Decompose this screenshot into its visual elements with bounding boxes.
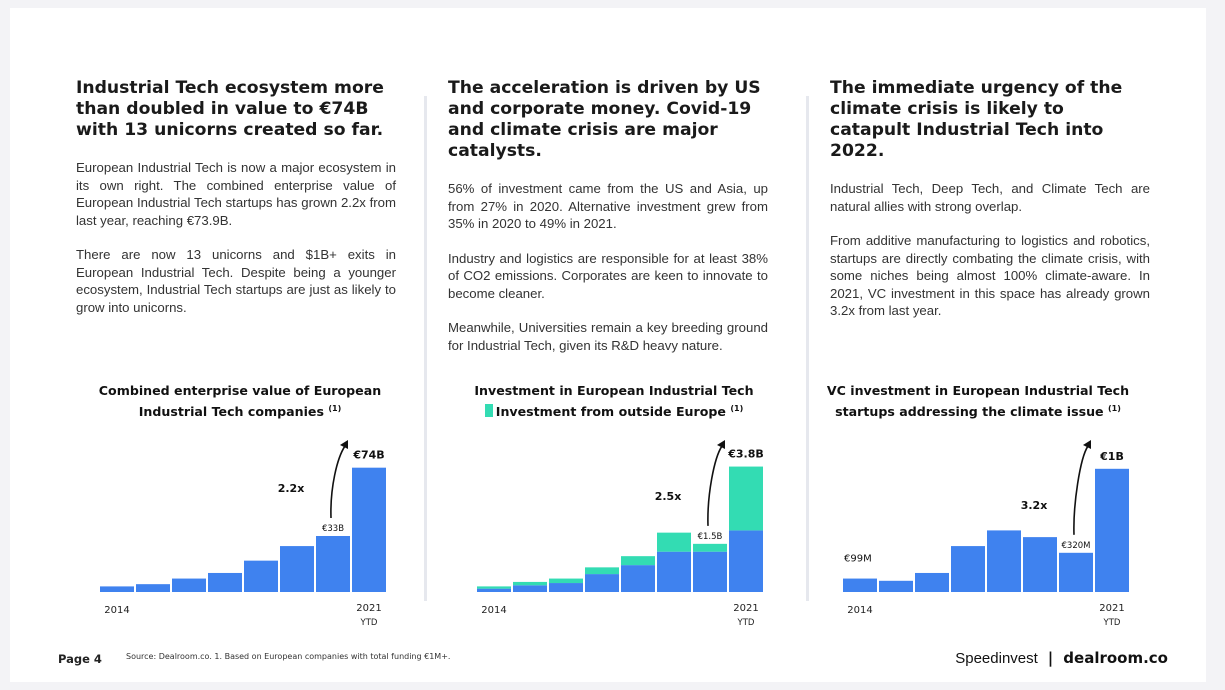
divider-1 bbox=[424, 96, 427, 601]
chart-1-bar-2018 bbox=[244, 560, 278, 592]
chart-3-title-line1: VC investment in European Industrial Tec… bbox=[826, 383, 1130, 398]
chart-2-bar-2015-europe bbox=[513, 585, 547, 592]
chart-3-title-line2: startups addressing the climate issue bbox=[835, 404, 1104, 420]
chart-2-growth-arrow bbox=[707, 445, 723, 526]
chart-1-bar-2017 bbox=[208, 572, 242, 592]
page-number: Page 4 bbox=[58, 652, 102, 666]
chart-1-tick-end-sub: YTD bbox=[360, 618, 378, 628]
chart-3-growth-label: 3.2x bbox=[1021, 499, 1048, 512]
column-1-paragraph-2: There are now 13 unicorns and $1B+ exits… bbox=[76, 247, 396, 315]
chart-2-title-note: (1) bbox=[730, 404, 744, 413]
chart-2-bar-2014-europe bbox=[477, 588, 511, 592]
chart-2-tick-start: 2014 bbox=[481, 605, 506, 616]
chart-3-bar-2017 bbox=[951, 546, 985, 592]
chart-3-climate-vc: 2014 2021 YTD €1B €320M €99M 3.2x bbox=[843, 440, 1129, 628]
chart-1-bar-2016 bbox=[172, 578, 206, 592]
column-1: Industrial Tech ecosystem more than doub… bbox=[76, 78, 396, 333]
chart-2-arrow-head bbox=[717, 440, 725, 449]
legend-swatch-outside-europe bbox=[484, 404, 493, 418]
column-3-paragraph-2: From additive manufacturing to logistics… bbox=[830, 233, 1150, 318]
chart-3-bar-2016 bbox=[915, 572, 949, 592]
chart-3-title-note: (1) bbox=[1107, 404, 1121, 413]
chart-2-bar-2017-europe bbox=[585, 574, 619, 592]
chart-3-bar-2015 bbox=[879, 580, 913, 592]
dealroom-logo: dealroom.co bbox=[1063, 649, 1168, 667]
speedinvest-logo: Speedinvest bbox=[955, 650, 1038, 667]
chart-1-tick-end: 2021 bbox=[356, 603, 381, 614]
chart-2-title-line1: Investment in European Industrial Tech bbox=[474, 383, 754, 398]
column-3-heading: The immediate urgency of the climate cri… bbox=[830, 78, 1123, 161]
column-2-paragraph-2: Industry and logistics are responsible f… bbox=[448, 250, 768, 301]
chart-1-prev-label: €33B bbox=[322, 524, 344, 534]
chart-1-title-note: (1) bbox=[328, 404, 342, 413]
chart-2-last-label: €3.8B bbox=[727, 448, 764, 461]
chart-1-title-line1: Combined enterprise value of European bbox=[98, 383, 382, 398]
chart-3-bar-2014 bbox=[843, 578, 877, 592]
chart-2-bar-2020-europe bbox=[693, 551, 727, 592]
column-2-paragraph-1: 56% of investment came from the US and A… bbox=[448, 181, 768, 231]
chart-2-bar-2015-outside-europe bbox=[513, 581, 547, 586]
chart-2-bar-2014-outside-europe bbox=[477, 586, 511, 589]
slide: Industrial Tech ecosystem more than doub… bbox=[10, 8, 1206, 682]
chart-3-tick-start: 2014 bbox=[847, 605, 872, 616]
chart-2-bar-2018-europe bbox=[621, 565, 655, 592]
chart-1-title: Combined enterprise value of European In… bbox=[80, 382, 400, 421]
chart-3-bar-2018 bbox=[987, 530, 1021, 592]
chart-1-bar-2015 bbox=[136, 584, 170, 592]
chart-1-bar-2021 bbox=[352, 467, 386, 592]
chart-3-growth-arrow bbox=[1073, 445, 1089, 535]
chart-1-bar-2014 bbox=[100, 586, 134, 592]
chart-1-arrow-head bbox=[340, 440, 348, 449]
chart-1-title-line2: Industrial Tech companies bbox=[138, 404, 324, 420]
chart-2-bar-2016-outside-europe bbox=[549, 578, 583, 584]
footer: Page 4 Source: Dealroom.co. 1. Based on … bbox=[10, 642, 1206, 682]
chart-3-bar-2020 bbox=[1059, 552, 1093, 592]
chart-2-prev-label: €1.5B bbox=[698, 532, 723, 542]
chart-2-bar-2016-europe bbox=[549, 583, 583, 592]
chart-1-bar-2020 bbox=[316, 536, 350, 592]
chart-2-growth-label: 2.5x bbox=[655, 490, 682, 503]
chart-2-bar-2020-outside-europe bbox=[693, 543, 727, 552]
chart-2-bar-2019-outside-europe bbox=[657, 532, 691, 552]
brand-separator: | bbox=[1047, 649, 1054, 667]
chart-3-arrow-head bbox=[1083, 440, 1091, 449]
chart-1-bar-2019 bbox=[280, 546, 314, 592]
chart-2-bar-2017-outside-europe bbox=[585, 567, 619, 575]
chart-3-first-label: €99M bbox=[844, 554, 872, 565]
chart-3-tick-end-sub: YTD bbox=[1103, 618, 1121, 628]
chart-1-growth-label: 2.2x bbox=[278, 482, 305, 495]
chart-2-investment: 2014 2021 YTD €3.8B €1.5B 2.5x bbox=[477, 440, 764, 628]
chart-1-tick-start: 2014 bbox=[104, 605, 129, 616]
column-3-paragraph-1: Industrial Tech, Deep Tech, and Climate … bbox=[830, 181, 1150, 214]
chart-2-bar-2021-outside-europe bbox=[729, 466, 763, 531]
brand-logos: Speedinvest | dealroom.co bbox=[955, 649, 1168, 667]
chart-3-prev-label: €320M bbox=[1062, 541, 1091, 551]
chart-3-bar-2021 bbox=[1095, 468, 1129, 592]
column-2: The acceleration is driven by US and cor… bbox=[448, 78, 768, 371]
chart-2-bar-2021-europe bbox=[729, 530, 763, 592]
chart-2-legend-label: Investment from outside Europe bbox=[495, 404, 726, 420]
column-1-heading: Industrial Tech ecosystem more than doub… bbox=[76, 78, 384, 140]
chart-2-bar-2019-europe bbox=[657, 551, 691, 592]
column-2-heading: The acceleration is driven by US and cor… bbox=[448, 78, 761, 161]
chart-3-tick-end: 2021 bbox=[1099, 603, 1124, 614]
chart-1-growth-arrow bbox=[330, 445, 346, 519]
chart-3-last-label: €1B bbox=[1099, 450, 1124, 463]
chart-2-title: Investment in European Industrial Tech I… bbox=[454, 382, 774, 421]
chart-1-enterprise-value: 2014 2021 YTD €74B €33B 2.2x bbox=[100, 440, 386, 628]
chart-2-bar-2018-outside-europe bbox=[621, 556, 655, 566]
column-3: The immediate urgency of the climate cri… bbox=[830, 78, 1150, 337]
chart-2-tick-end: 2021 bbox=[733, 603, 758, 614]
source-note: Source: Dealroom.co. 1. Based on Europea… bbox=[126, 652, 451, 661]
divider-2 bbox=[806, 96, 809, 601]
column-1-paragraph-1: European Industrial Tech is now a major … bbox=[76, 160, 396, 228]
chart-3-bar-2019 bbox=[1023, 537, 1057, 592]
chart-2-tick-end-sub: YTD bbox=[737, 618, 755, 628]
chart-3-title: VC investment in European Industrial Tec… bbox=[818, 382, 1138, 421]
chart-1-last-label: €74B bbox=[352, 449, 384, 462]
column-2-paragraph-3: Meanwhile, Universities remain a key bre… bbox=[448, 320, 768, 353]
